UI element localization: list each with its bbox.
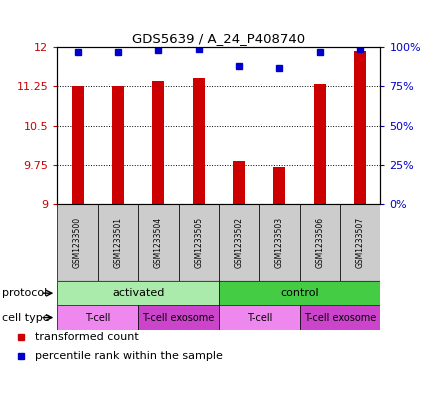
Bar	[57, 281, 219, 305]
Bar	[314, 84, 326, 204]
Text: T-cell exosome: T-cell exosome	[142, 312, 215, 323]
Text: GSM1233505: GSM1233505	[194, 217, 203, 268]
Bar	[219, 281, 380, 305]
Text: protocol: protocol	[2, 288, 47, 298]
Text: GSM1233502: GSM1233502	[235, 217, 244, 268]
Bar	[219, 204, 259, 281]
Bar	[57, 305, 138, 330]
Bar	[152, 81, 164, 204]
Text: GSM1233507: GSM1233507	[356, 217, 365, 268]
Bar	[259, 204, 300, 281]
Bar	[219, 305, 300, 330]
Text: GSM1233503: GSM1233503	[275, 217, 284, 268]
Bar	[178, 204, 219, 281]
Text: T-cell exosome: T-cell exosome	[304, 312, 376, 323]
Bar	[71, 86, 84, 204]
Bar	[138, 204, 178, 281]
Bar	[233, 162, 245, 204]
Bar	[300, 305, 380, 330]
Text: GSM1233500: GSM1233500	[73, 217, 82, 268]
Text: percentile rank within the sample: percentile rank within the sample	[35, 351, 223, 361]
Text: T-cell: T-cell	[246, 312, 272, 323]
Bar	[112, 86, 124, 204]
Text: GSM1233504: GSM1233504	[154, 217, 163, 268]
Title: GDS5639 / A_24_P408740: GDS5639 / A_24_P408740	[132, 31, 306, 44]
Bar	[300, 204, 340, 281]
Text: GSM1233506: GSM1233506	[315, 217, 324, 268]
Text: control: control	[280, 288, 319, 298]
Text: activated: activated	[112, 288, 164, 298]
Bar	[138, 305, 219, 330]
Bar	[340, 204, 380, 281]
Bar	[354, 51, 366, 204]
Bar	[273, 167, 286, 204]
Text: GSM1233501: GSM1233501	[113, 217, 122, 268]
Text: T-cell: T-cell	[85, 312, 110, 323]
Text: transformed count: transformed count	[35, 332, 139, 342]
Bar	[98, 204, 138, 281]
Bar	[193, 77, 205, 204]
Text: cell type: cell type	[2, 312, 50, 323]
Bar	[57, 204, 98, 281]
